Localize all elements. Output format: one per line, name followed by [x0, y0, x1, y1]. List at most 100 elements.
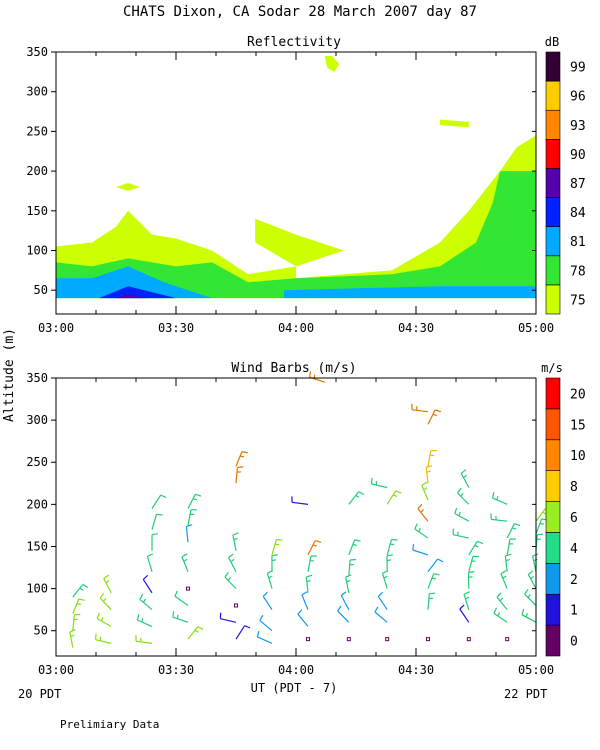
- wind-barb: [136, 614, 153, 628]
- wind-barb: [371, 477, 388, 489]
- wind-colorbar-label: 8: [570, 480, 578, 495]
- refl-colorbar-label: 99: [570, 61, 586, 76]
- left-bottom-label: 20 PDT: [18, 687, 61, 701]
- reflectivity-contours: [56, 56, 536, 299]
- wind-barb: [490, 513, 508, 522]
- wind-barb-calm: [346, 637, 351, 642]
- refl-colorbar-label: 75: [570, 293, 586, 308]
- wind-barb: [348, 558, 357, 577]
- wind-colorbar-label: 2: [570, 573, 578, 588]
- wind-barb: [235, 625, 251, 640]
- wind-barb-calm: [186, 586, 190, 591]
- wind-colorbar-swatch: [545, 470, 561, 502]
- wind-barb: [532, 553, 539, 572]
- reflectivity-contour-81: [56, 266, 212, 299]
- figure-title: CHATS Dixon, CA Sodar 28 March 2007 day …: [123, 4, 477, 20]
- wind-barb-calm: [234, 603, 238, 608]
- refl-y-tick-label: 250: [26, 124, 48, 138]
- refl-colorbar-label: 78: [570, 264, 586, 279]
- wind-barb: [421, 481, 429, 501]
- wind-barb: [72, 583, 89, 598]
- wind-barb: [386, 490, 402, 505]
- refl-colorbar-label: 96: [570, 90, 586, 105]
- wind-y-tick-label: 50: [34, 624, 48, 638]
- right-bottom-label: 22 PDT: [504, 687, 547, 701]
- wind-barb: [103, 574, 112, 594]
- reflectivity-axes: 50 100 150 200 250 300 350 03:00 03:30 04:00 04:30…: [26, 45, 554, 335]
- wind-barb: [266, 570, 273, 589]
- wind-barb: [69, 629, 76, 648]
- wind-barb: [305, 574, 313, 593]
- reflectivity-panel: Reflectivity 50 100 150 200 250 300 350 03:00 03…: [26, 35, 586, 335]
- refl-y-tick-label: 100: [26, 243, 48, 257]
- wind-barb: [468, 555, 480, 572]
- wind-colorbar-label: 4: [570, 542, 578, 557]
- wind-x-tick-label: 03:30: [158, 663, 194, 677]
- wind-barb: [521, 608, 537, 623]
- wind-y-tick-label: 150: [26, 539, 48, 553]
- wind-colorbar-swatch: [545, 501, 561, 533]
- wind-barb: [496, 592, 508, 611]
- wind-barb: [301, 591, 309, 610]
- wind-barb: [259, 614, 273, 632]
- wind-barb: [297, 609, 309, 627]
- wind-barb: [381, 570, 389, 589]
- wind-barb: [374, 606, 388, 623]
- wind-barb: [262, 591, 273, 610]
- refl-x-tick-label: 04:00: [278, 321, 314, 335]
- wind-y-tick-label: 100: [26, 582, 48, 596]
- wind-x-tick-label: 03:00: [38, 663, 74, 677]
- refl-colorbar-label: 81: [570, 235, 586, 250]
- wind-colorbar-unit: m/s: [541, 361, 563, 375]
- refl-colorbar-swatch: [545, 51, 561, 82]
- wind-barb: [412, 544, 429, 556]
- wind-barb: [491, 492, 508, 505]
- refl-x-tick-label: 03:30: [158, 321, 194, 335]
- wind-barb: [291, 496, 309, 505]
- wind-colorbar-swatch: [545, 624, 561, 657]
- wind-barb: [187, 509, 198, 526]
- wind-colorbar: 0 1 2 4 6 8 10 15 20: [545, 377, 586, 657]
- wind-barb: [219, 612, 237, 623]
- wind-barb: [271, 538, 283, 556]
- wind-colorbar-swatch: [545, 563, 561, 595]
- wind-x-tick-label: 05:00: [518, 663, 554, 677]
- refl-colorbar-swatch: [545, 226, 561, 257]
- refl-colorbar-label: 93: [570, 119, 586, 134]
- wind-barb-calm: [505, 637, 510, 642]
- wind-barb: [271, 554, 278, 572]
- reflectivity-colorbar: 75 78 81 84 87 90 93 96 99: [545, 51, 586, 315]
- wind-barb: [377, 591, 388, 611]
- wind-barb: [425, 465, 433, 484]
- wind-barb: [228, 553, 237, 573]
- wind-barb: [135, 635, 153, 644]
- wind-colorbar-label: 20: [570, 387, 586, 402]
- wind-barb: [72, 613, 81, 631]
- wind-barb: [340, 591, 350, 610]
- wind-barb: [504, 553, 512, 572]
- wind-y-tick-label: 250: [26, 455, 48, 469]
- wind-barb: [96, 612, 112, 628]
- wind-barb: [187, 493, 202, 509]
- wind-x-tick-label: 04:00: [278, 663, 314, 677]
- refl-colorbar-swatch: [545, 168, 561, 198]
- wind-barb: [506, 523, 521, 539]
- refl-x-tick-label: 03:00: [38, 321, 74, 335]
- reflectivity-contour-75: [255, 218, 344, 267]
- wind-barb: [427, 450, 437, 467]
- wind-barb: [232, 532, 239, 551]
- wind-barb: [151, 494, 167, 509]
- wind-barb: [72, 598, 85, 615]
- wind-y-tick-label: 300: [26, 413, 48, 427]
- wind-barb: [457, 487, 470, 505]
- wind-barb: [467, 570, 475, 589]
- wind-colorbar-label: 10: [570, 449, 586, 464]
- wind-barb: [386, 538, 398, 556]
- wind-colorbar-label: 15: [570, 418, 586, 433]
- refl-y-tick-label: 200: [26, 164, 48, 178]
- wind-barb: [454, 507, 470, 522]
- reflectivity-contour-75: [440, 119, 469, 128]
- wind-barb: [411, 403, 429, 413]
- wind-barbs-title: Wind Barbs (m/s): [231, 361, 356, 376]
